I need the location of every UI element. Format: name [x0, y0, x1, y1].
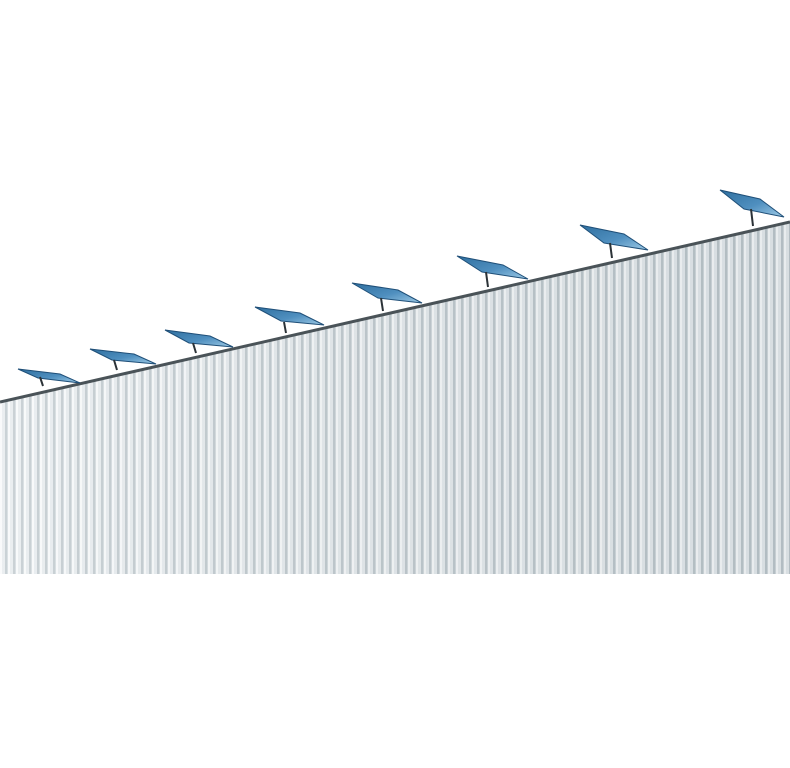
solar-panel [351, 282, 423, 312]
solar-panels [17, 189, 785, 387]
solar-panel [254, 306, 325, 334]
solar-panel [719, 189, 785, 227]
solar-panel [164, 329, 234, 354]
solar-panel [579, 224, 649, 259]
solar-panel [89, 348, 157, 371]
roof-edge [0, 220, 790, 404]
corrugated-wall [0, 222, 790, 574]
solar-panel [17, 368, 81, 387]
solar-panel [456, 255, 529, 288]
